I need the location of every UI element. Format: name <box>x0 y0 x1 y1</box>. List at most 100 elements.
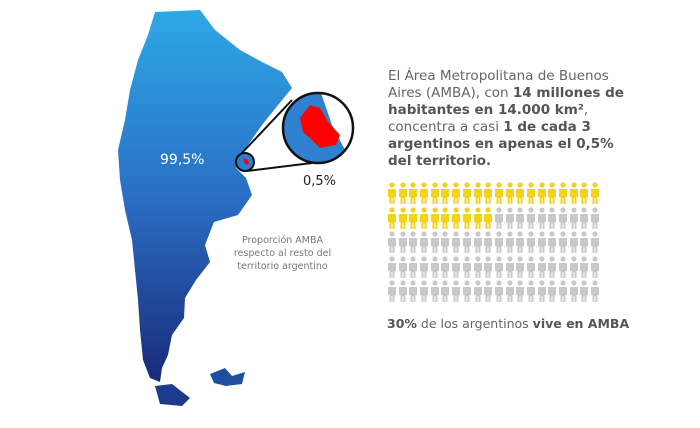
person-icon <box>558 255 568 280</box>
person-icon-amba <box>408 182 418 206</box>
person-icon <box>537 280 547 304</box>
person-icon <box>398 231 408 255</box>
person-icon <box>537 231 547 255</box>
person-icon <box>526 206 536 231</box>
person-icon-amba <box>483 206 493 231</box>
footer-bold: 30% <box>387 316 417 331</box>
headline-bold: 14 millones de habitantes en 14.000 km² <box>388 85 624 118</box>
person-icon <box>590 255 600 280</box>
person-icon <box>483 280 493 304</box>
amba-percent: 0,5% <box>303 174 337 189</box>
person-icon <box>387 231 397 255</box>
person-icon <box>569 255 579 280</box>
person-icon <box>547 231 557 255</box>
person-icon <box>387 255 397 280</box>
person-icon <box>473 280 483 304</box>
person-icon <box>451 255 461 280</box>
person-icon <box>483 255 493 280</box>
person-icon <box>505 280 515 304</box>
person-icon-amba <box>515 182 525 206</box>
person-icon <box>515 280 525 304</box>
headline-bold: 1 de cada 3 argentinos en apenas el 0,5%… <box>388 119 614 169</box>
person-icon <box>590 280 600 304</box>
malvinas-shape <box>210 368 245 386</box>
person-icon <box>515 206 525 231</box>
person-icon-amba <box>473 206 483 231</box>
person-icon-amba <box>398 182 408 206</box>
person-icon <box>473 231 483 255</box>
person-icon <box>462 231 472 255</box>
person-icon-amba <box>398 206 408 231</box>
headline: El Área Metropolitana de Buenos Aires (A… <box>388 68 628 170</box>
person-icon <box>494 255 504 280</box>
person-icon <box>579 206 589 231</box>
person-icon <box>462 280 472 304</box>
person-icon <box>526 255 536 280</box>
person-icon <box>547 255 557 280</box>
person-icon <box>408 255 418 280</box>
person-icon-amba <box>430 182 440 206</box>
person-icon <box>590 231 600 255</box>
person-icon <box>419 255 429 280</box>
footer-stat: 30% de los argentinos vive en AMBA <box>387 316 629 331</box>
person-icon <box>558 280 568 304</box>
person-icon-amba <box>505 182 515 206</box>
person-icon <box>473 255 483 280</box>
map-caption: Proporción AMBA respecto al resto del te… <box>233 235 332 272</box>
person-icon-amba <box>537 182 547 206</box>
person-icon <box>494 231 504 255</box>
footer-text: de los argentinos <box>416 316 533 331</box>
person-icon <box>494 206 504 231</box>
person-icon-amba <box>473 182 483 206</box>
person-icon <box>408 231 418 255</box>
person-icon <box>494 280 504 304</box>
headline-text: , concentra a casi <box>388 102 589 135</box>
person-icon-amba <box>430 206 440 231</box>
person-icon <box>537 255 547 280</box>
person-icon <box>547 280 557 304</box>
person-icon <box>505 206 515 231</box>
footer-bold: vive en AMBA <box>532 316 630 331</box>
person-icon <box>537 206 547 231</box>
person-icon <box>526 280 536 304</box>
mainland-percent: 99,5% <box>160 152 205 168</box>
person-icon-amba <box>387 182 397 206</box>
person-icon-amba <box>579 182 589 206</box>
headline-text: El Área Metropolitana de Buenos Aires (A… <box>388 68 609 101</box>
person-icon-amba <box>419 206 429 231</box>
person-icon-amba <box>462 182 472 206</box>
person-icon <box>505 255 515 280</box>
person-icon-amba <box>547 182 557 206</box>
person-icon <box>579 280 589 304</box>
person-icon <box>440 255 450 280</box>
person-icon <box>408 280 418 304</box>
person-icon <box>430 231 440 255</box>
person-icon <box>558 206 568 231</box>
person-icon <box>451 231 461 255</box>
person-icon <box>569 206 579 231</box>
person-icon <box>515 255 525 280</box>
person-icon <box>569 280 579 304</box>
person-icon <box>419 231 429 255</box>
person-icon-amba <box>526 182 536 206</box>
person-icon <box>483 231 493 255</box>
mainland-shape <box>118 10 292 382</box>
person-icon <box>398 280 408 304</box>
person-icon <box>430 280 440 304</box>
person-icon <box>451 280 461 304</box>
person-icon <box>579 231 589 255</box>
person-icon-amba <box>494 182 504 206</box>
person-icon <box>505 231 515 255</box>
person-icon-amba <box>419 182 429 206</box>
argentina-map <box>118 10 355 406</box>
person-icon-amba <box>558 182 568 206</box>
tierra-del-fuego-shape <box>155 384 190 406</box>
person-icon <box>430 255 440 280</box>
person-icon-amba <box>451 182 461 206</box>
population-pictogram <box>387 182 601 305</box>
person-icon <box>569 231 579 255</box>
person-icon-amba <box>451 206 461 231</box>
person-icon <box>462 255 472 280</box>
person-icon <box>558 231 568 255</box>
person-icon <box>579 255 589 280</box>
